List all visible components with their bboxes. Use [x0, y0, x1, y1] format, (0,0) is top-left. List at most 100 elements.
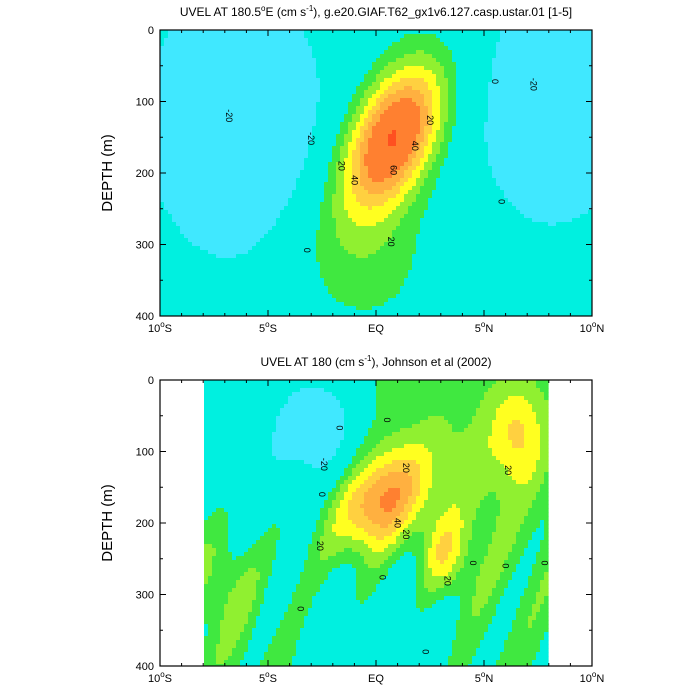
panel-obs-field-cell	[220, 632, 241, 637]
panel-obs-field-cell	[480, 404, 501, 409]
panel-model-field-cell	[316, 250, 349, 255]
panel-obs-field-cell	[248, 568, 257, 573]
panel-obs-field-cell	[440, 560, 445, 565]
panel-model-field-cell	[160, 86, 321, 91]
panel-obs-field-cell	[400, 524, 409, 529]
panel-obs-field-cell	[252, 544, 277, 549]
panel-obs-field-cell	[204, 576, 209, 581]
panel-model-field-cell	[312, 46, 389, 51]
panel-model-field-cell	[424, 214, 525, 219]
panel-model-field-cell	[376, 90, 385, 95]
panel-obs-field-cell	[276, 456, 333, 461]
panel-obs-field-cell	[444, 416, 473, 421]
panel-obs-field-cell	[228, 536, 261, 541]
panel-obs-field-cell	[528, 584, 541, 589]
panel-obs-field-cell	[328, 556, 365, 561]
panel-model-field-cell	[308, 42, 393, 47]
panel-obs-field-cell	[356, 576, 385, 581]
panel-obs-field-cell	[320, 584, 357, 589]
panel-obs-field-cell	[536, 384, 549, 389]
panel-model-field-cell	[408, 178, 417, 183]
panel-model-field-cell	[432, 166, 441, 171]
panel-model-field-cell	[316, 66, 373, 71]
panel-model-field-cell	[420, 158, 429, 163]
panel-model-field-cell	[324, 198, 333, 203]
panel-model-field-cell	[160, 94, 321, 99]
panel-model-field-cell	[352, 190, 369, 195]
panel-model-field-cell	[340, 130, 349, 135]
panel-obs-field-cell	[536, 560, 549, 565]
panel-obs-field-cell	[344, 496, 353, 501]
panel-model-field-cell	[344, 170, 353, 175]
panel-model-field-cell	[300, 174, 329, 179]
panel-obs-field-cell	[276, 628, 301, 633]
panel-model-field-cell	[448, 46, 497, 51]
panel-model-field-cell	[456, 110, 489, 115]
panel-model-ytick-label: 300	[136, 240, 154, 252]
panel-obs-contour-label: 0	[377, 575, 387, 580]
panel-obs-field-cell	[408, 524, 437, 529]
panel-obs-field-cell	[204, 556, 213, 561]
panel-obs-contour-label: 0	[421, 649, 431, 654]
panel-model-field-cell	[392, 186, 401, 191]
panel-obs-field-cell	[304, 560, 365, 565]
panel-obs-field-cell	[500, 656, 537, 661]
panel-model-field-cell	[352, 178, 361, 183]
panel-model-field-cell	[424, 78, 437, 83]
panel-model-field-cell	[160, 186, 297, 191]
panel-model-field-cell	[160, 218, 173, 223]
panel-obs-field-cell	[528, 544, 541, 549]
panel-obs-field-cell	[528, 512, 549, 517]
panel-obs-field-cell	[480, 564, 505, 569]
panel-model-field-cell	[456, 66, 493, 71]
panel-model-field-cell	[580, 214, 592, 219]
panel-obs-field-cell	[532, 660, 549, 665]
panel-obs-xtick-label: 5oN	[475, 670, 494, 685]
panel-obs-field-cell	[308, 552, 321, 557]
panel-model-field-cell	[356, 142, 361, 147]
panel-model-field-cell	[336, 142, 345, 147]
panel-obs-field-cell	[204, 664, 241, 666]
panel-model-field-cell	[308, 38, 401, 43]
panel-obs-field-cell	[496, 516, 525, 521]
panel-obs-contour-label: 20	[315, 541, 325, 551]
panel-obs-field-cell	[540, 544, 549, 549]
panel-model-field-cell	[428, 122, 433, 127]
panel-model-field-cell	[308, 154, 333, 159]
panel-obs-field-cell	[344, 408, 377, 413]
panel-model-field-cell	[364, 118, 373, 123]
panel-obs-field-cell	[276, 424, 345, 429]
panel-model-field-cell	[364, 106, 373, 111]
panel-obs-field-cell	[304, 568, 333, 573]
panel-model-field-cell	[160, 198, 289, 203]
panel-obs-field-cell	[208, 628, 221, 633]
panel-model-field-cell	[396, 58, 437, 63]
panel-model-field-cell	[352, 166, 361, 171]
panel-obs-field-cell	[320, 548, 345, 553]
panel-obs-field-cell	[432, 604, 461, 609]
panel-model-field-cell	[520, 210, 589, 215]
panel-model-field-cell	[396, 134, 417, 139]
panel-obs-field-cell	[424, 536, 433, 541]
panel-obs-field-cell	[540, 640, 549, 645]
panel-obs-xtick-label: 5oS	[259, 670, 277, 685]
panel-obs-field-cell	[204, 420, 277, 425]
panel-model-field-cell	[484, 126, 592, 131]
panel-model-field-cell	[160, 34, 169, 39]
panel-model-field-cell	[368, 138, 389, 143]
panel-obs-field-cell	[404, 552, 413, 557]
panel-obs-field-cell	[412, 488, 421, 493]
panel-obs-field-cell	[204, 384, 377, 389]
panel-model-field-cell	[492, 166, 592, 171]
panel-obs-field-cell	[300, 636, 457, 641]
panel-obs-field-cell	[376, 584, 417, 589]
panel-model-field-cell	[412, 174, 421, 179]
panel-obs-field-cell	[536, 592, 549, 597]
panel-obs-field-cell	[456, 560, 465, 565]
panel-model-field-cell	[364, 186, 393, 191]
panel-obs-field-cell	[456, 576, 477, 581]
panel-obs-field-cell	[536, 656, 549, 661]
panel-model-field-cell	[484, 138, 592, 143]
panel-obs-field-cell	[204, 652, 217, 657]
